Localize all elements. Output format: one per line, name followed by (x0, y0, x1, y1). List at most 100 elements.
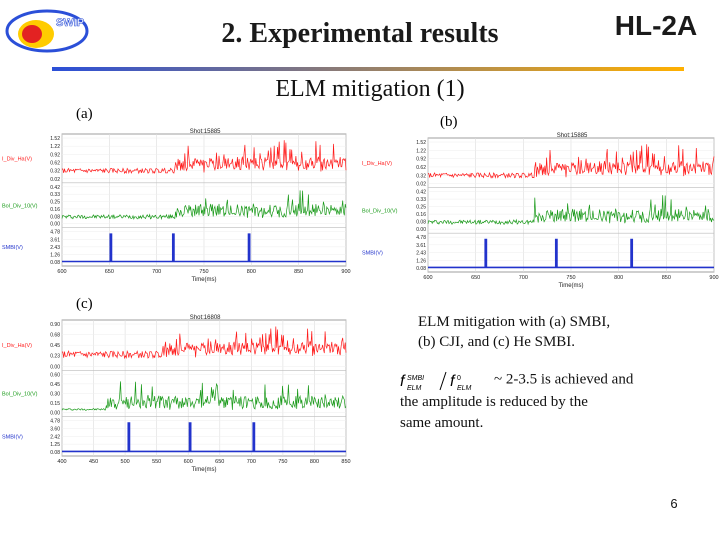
chart-panel-a: 600 650 700 750 800 850 900 Time(ms) Shot:15885 1… (2, 129, 351, 283)
svg-text:ELM: ELM (407, 385, 422, 392)
x-tick-label: 750 (566, 275, 575, 281)
y-tick-label: 0.60 (50, 372, 60, 378)
chart-panel-c: 400 450 500 550 600 650 700 750 800 850 Time(ms) Sh… (2, 315, 351, 473)
y-tick-label: 0.08 (50, 450, 60, 456)
x-axis-label: Time(ms) (191, 277, 216, 283)
x-tick-label: 650 (105, 269, 114, 275)
y-tick-label: 0.02 (50, 177, 60, 183)
x-tick-label: 600 (184, 459, 193, 465)
y-tick-label: 4.78 (50, 230, 60, 236)
y-tick-label: 0.08 (416, 220, 426, 226)
y-tick-label: 0.92 (416, 157, 426, 163)
y-tick-label: 0.25 (50, 200, 60, 206)
frequency-note: f SMBI ELM f 0 ELM ~ 2-3.5 is achieved a… (400, 368, 716, 433)
chart-panel-b: 600 650 700 750 800 850 900 Time(ms) Shot:15885 1… (362, 133, 719, 289)
x-tick-label: 850 (341, 459, 350, 465)
series-label: I_Div_Ha(V) (362, 161, 392, 167)
swip-logo: SWIP (5, 9, 89, 53)
y-tick-label: 4.78 (50, 419, 60, 425)
brand-label: HL-2A (614, 10, 698, 41)
y-tick-label: 0.23 (50, 354, 60, 360)
title-rule (52, 67, 684, 71)
y-tick-label: 1.26 (50, 252, 60, 258)
series-label: Bol_Div_10(V) (362, 208, 398, 214)
panel-label-a: (a) (76, 106, 93, 122)
logo-text: SWIP (56, 17, 84, 29)
x-tick-label: 700 (519, 275, 528, 281)
y-tick-label: 0.08 (416, 266, 426, 272)
y-tick-label: 0.62 (50, 161, 60, 167)
note-line-3: f SMBI ELM f 0 ELM ~ 2-3.5 is achieved a… (400, 368, 716, 392)
x-axis-label: Time(ms) (558, 283, 583, 289)
y-tick-label: 0.45 (50, 343, 60, 349)
y-tick-label: 0.33 (416, 197, 426, 203)
note-line-2: (b) CJI, and (c) He SMBI. (418, 334, 576, 350)
y-tick-label: 4.78 (416, 235, 426, 241)
x-tick-label: 900 (341, 269, 350, 275)
y-tick-label: 3.61 (416, 243, 426, 249)
x-tick-label: 900 (709, 275, 718, 281)
note-line-1: ELM mitigation with (a) SMBI, (418, 314, 611, 330)
y-tick-label: 0.42 (416, 190, 426, 196)
svg-text:ELM: ELM (457, 385, 472, 392)
x-tick-label: 600 (57, 269, 66, 275)
y-tick-label: 0.00 (50, 411, 60, 417)
shot-label: Shot:15885 (190, 129, 221, 135)
frequency-ratio-formula: f SMBI ELM f 0 ELM (400, 371, 472, 392)
y-tick-label: 0.30 (50, 391, 60, 397)
shot-label: Shot:15885 (557, 133, 588, 139)
x-tick-label: 650 (471, 275, 480, 281)
x-tick-label: 700 (152, 269, 161, 275)
plot-area (61, 319, 347, 457)
smbi-pulse-trace (62, 233, 346, 263)
x-tick-label: 800 (247, 269, 256, 275)
slide-title: 2. Experimental results (221, 18, 499, 49)
x-tick-label: 800 (614, 275, 623, 281)
y-tick-label: 0.42 (50, 185, 60, 191)
y-tick-label: 1.26 (416, 258, 426, 264)
x-tick-label: 850 (662, 275, 671, 281)
series-label: I_Div_Ha(V) (2, 343, 32, 349)
series-label: Bol_Div_10(V) (2, 203, 38, 209)
svg-text:f: f (400, 373, 406, 390)
y-tick-label: 0.32 (416, 173, 426, 179)
y-tick-label: 0.68 (50, 333, 60, 339)
y-tick-label: 0.25 (416, 205, 426, 211)
x-tick-label: 850 (294, 269, 303, 275)
page-number: 6 (670, 496, 678, 511)
signal-trace (61, 326, 347, 360)
signal-trace (427, 144, 715, 179)
smbi-pulse-trace (428, 238, 714, 269)
y-tick-label: 0.16 (50, 207, 60, 213)
y-tick-label: 0.16 (416, 212, 426, 218)
y-tick-label: 0.90 (50, 322, 60, 328)
y-tick-label: 3.60 (50, 426, 60, 432)
y-tick-label: 0.45 (50, 382, 60, 388)
series-label: SMBI(V) (2, 434, 23, 440)
y-tick-label: 0.33 (50, 192, 60, 198)
x-tick-label: 800 (310, 459, 319, 465)
note-line-4: the amplitude is reduced by the (400, 394, 588, 410)
y-tick-label: 0.00 (50, 364, 60, 370)
x-tick-label: 550 (152, 459, 161, 465)
x-tick-label: 450 (89, 459, 98, 465)
shot-label: Shot:16808 (190, 315, 221, 321)
y-tick-label: 0.08 (50, 260, 60, 266)
series-label: SMBI(V) (2, 245, 23, 251)
svg-text:f: f (450, 373, 456, 390)
panel-label-c: (c) (76, 296, 93, 312)
y-tick-label: 2.42 (50, 434, 60, 440)
y-tick-label: 0.00 (50, 222, 60, 228)
y-tick-label: 0.15 (50, 401, 60, 407)
panel-label-b: (b) (440, 114, 458, 130)
series-label: SMBI(V) (362, 251, 383, 257)
y-tick-label: 1.22 (50, 144, 60, 150)
y-tick-label: 0.00 (416, 227, 426, 233)
slide-subtitle: ELM mitigation (1) (275, 76, 465, 102)
y-tick-label: 0.62 (416, 165, 426, 171)
signal-trace (427, 195, 715, 226)
signal-trace (61, 190, 347, 221)
x-tick-label: 600 (423, 275, 432, 281)
y-tick-label: 1.52 (50, 136, 60, 142)
y-tick-label: 0.02 (416, 182, 426, 188)
